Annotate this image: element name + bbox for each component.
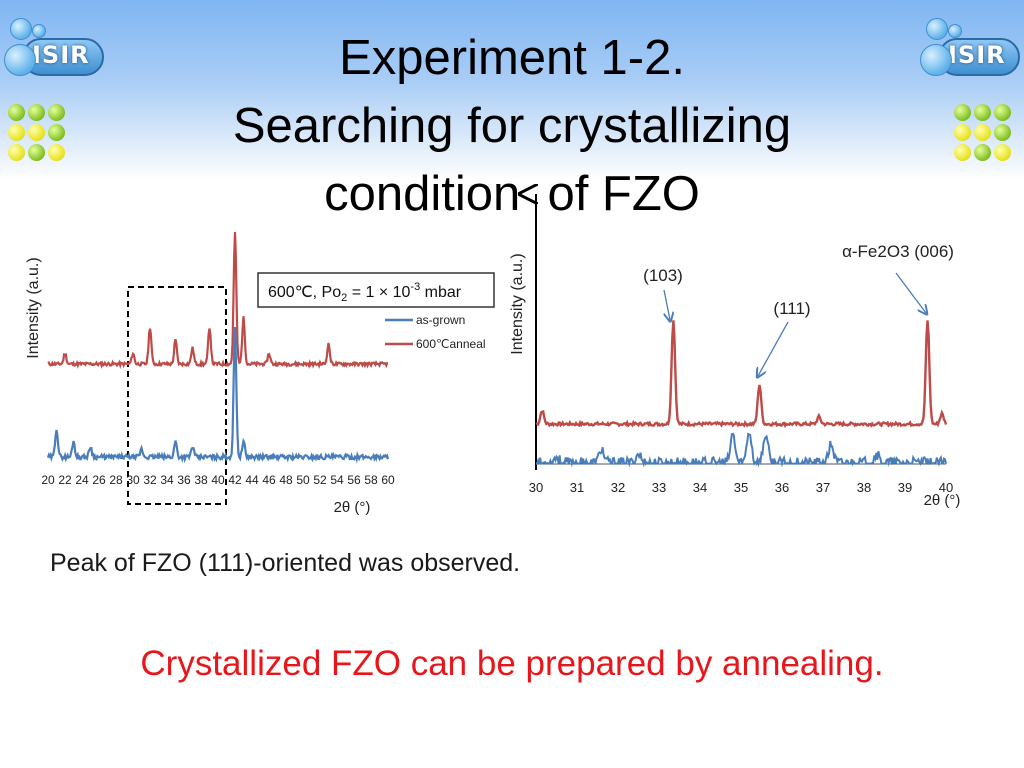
x-tick-label: 46 — [262, 473, 276, 487]
green-ball-icon — [994, 124, 1011, 141]
x-tick-label: 60 — [381, 473, 395, 487]
logo-bubble — [926, 18, 948, 40]
x-tick-label: 26 — [92, 473, 106, 487]
x-tick-label: 30 — [529, 480, 543, 495]
x-tick-label: 58 — [364, 473, 378, 487]
yellow-ball-icon — [954, 144, 971, 161]
x-tick-label: 20 — [41, 473, 55, 487]
arrow-fe2o3 — [895, 272, 926, 313]
x-tick-label: 34 — [160, 473, 174, 487]
conclusion-text: Crystallized FZO can be prepared by anne… — [140, 644, 884, 683]
highlight-box — [127, 286, 227, 505]
x-tick-label: 31 — [570, 480, 584, 495]
yellow-ball-icon — [48, 144, 65, 161]
logo-text: ISIR — [32, 41, 90, 69]
x-tick-label: 24 — [75, 473, 89, 487]
arrow-111 — [758, 321, 789, 376]
logo-bubble — [4, 44, 36, 76]
logo-text: ISIR — [948, 41, 1006, 69]
right-chart: Intensity (a.u.) 30 31 32 33 34 35 36 37 38 39 40 … — [509, 194, 960, 509]
green-ball-icon — [8, 104, 25, 121]
yellow-ball-icon — [974, 124, 991, 141]
series-line-as-grown — [46, 326, 390, 464]
x-tick-label: 34 — [693, 480, 707, 495]
series-line-anneal — [535, 320, 948, 429]
logo-bubble — [920, 44, 952, 76]
x-tick-label: 35 — [734, 480, 748, 495]
x-tick-label: 39 — [898, 480, 912, 495]
green-ball-icon — [974, 104, 991, 121]
condition-text: 600℃, Po2 = 1 × 10-3 mbar — [268, 281, 462, 304]
green-ball-icon — [48, 104, 65, 121]
left-ylabel: Intensity (a.u.) — [25, 257, 42, 358]
x-tick-label: 52 — [313, 473, 327, 487]
x-tick-label: 32 — [143, 473, 157, 487]
series-line-as-grown — [536, 432, 947, 468]
annotation-fe2o3: α-Fe2O3 (006) — [842, 242, 954, 261]
x-tick-label: 36 — [177, 473, 191, 487]
x-tick-label: 40 — [939, 480, 953, 495]
arrow-103 — [663, 289, 670, 320]
right-xlabel: 2θ (°) — [924, 492, 961, 509]
yellow-ball-icon — [8, 144, 25, 161]
annotation-103: (103) — [643, 266, 683, 285]
legend-label-as-grown: as-grown — [416, 313, 465, 327]
green-ball-icon — [994, 104, 1011, 121]
green-ball-icon — [974, 144, 991, 161]
x-tick-label: 38 — [857, 480, 871, 495]
logo-bubble — [32, 24, 46, 38]
condition-box — [257, 272, 495, 308]
x-tick-label: 42 — [228, 473, 242, 487]
right-x-tick-labels: 30 31 32 33 34 35 36 37 38 39 40 — [529, 480, 953, 495]
x-tick-label: 50 — [296, 473, 310, 487]
isir-logo-right: ISIR — [918, 14, 1022, 164]
x-tick-label: 37 — [816, 480, 830, 495]
left-x-tick-labels: 20 22 24 26 28 30 32 34 36 38 40 42 44 46 48 50 52 54 56 58… — [41, 473, 395, 487]
left-xlabel: 2θ (°) — [334, 499, 371, 516]
legend-label-anneal: 600℃anneal — [416, 337, 486, 351]
x-tick-label: 33 — [652, 480, 666, 495]
yellow-ball-icon — [8, 124, 25, 141]
left-chart: Intensity (a.u.) 20 22 24 26 28 30 32 34 36 38 40 4… — [25, 232, 495, 516]
green-ball-icon — [28, 144, 45, 161]
green-ball-icon — [954, 104, 971, 121]
x-tick-label: 48 — [279, 473, 293, 487]
header-band — [0, 0, 1024, 180]
yellow-ball-icon — [954, 124, 971, 141]
series-line-anneal — [47, 232, 389, 370]
x-tick-label: 44 — [245, 473, 259, 487]
x-tick-label: 30 — [126, 473, 140, 487]
x-tick-label: 32 — [611, 480, 625, 495]
green-ball-icon — [48, 124, 65, 141]
x-tick-label: 28 — [109, 473, 123, 487]
title-line-3: condition of FZO — [324, 167, 700, 221]
x-tick-label: 54 — [330, 473, 344, 487]
isir-logo-left: ISIR — [2, 14, 106, 164]
logo-bubble — [10, 18, 32, 40]
yellow-ball-icon — [994, 144, 1011, 161]
annotation-111: (111) — [773, 299, 810, 318]
green-ball-icon — [28, 104, 45, 121]
x-tick-label: 40 — [211, 473, 225, 487]
x-tick-label: 56 — [347, 473, 361, 487]
logo-bubble — [948, 24, 962, 38]
x-tick-label: 38 — [194, 473, 208, 487]
title-line-1: Experiment 1-2. — [339, 31, 685, 85]
right-ylabel: Intensity (a.u.) — [509, 253, 526, 354]
x-tick-label: 36 — [775, 480, 789, 495]
observation-text: Peak of FZO (111)-oriented was observed. — [50, 549, 521, 577]
slide-title: Experiment 1-2. Searching for crystalliz… — [130, 24, 894, 228]
x-tick-label: 22 — [58, 473, 72, 487]
title-line-2: Searching for crystallizing — [232, 99, 792, 153]
yellow-ball-icon — [28, 124, 45, 141]
